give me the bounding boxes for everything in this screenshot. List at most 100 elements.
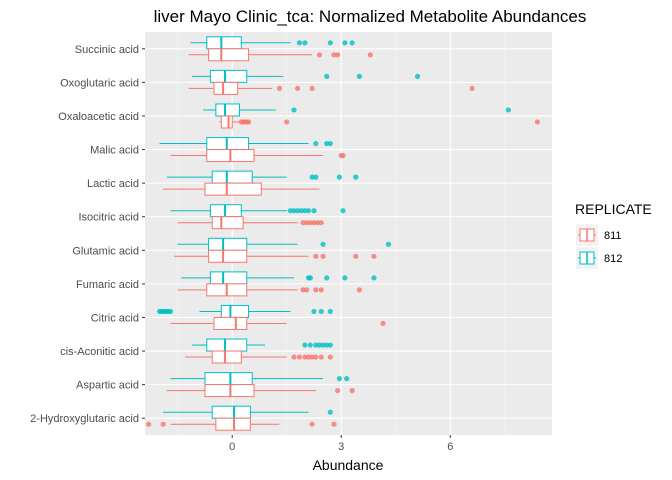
category-label: Oxaloacetic acid <box>58 111 139 123</box>
category-label: Glutamic acid <box>72 245 139 257</box>
outlier-point <box>318 220 324 226</box>
outlier-point <box>309 421 315 427</box>
category-label: Lactic acid <box>87 178 139 190</box>
outlier-point <box>167 308 174 315</box>
x-axis-title: Abundance <box>313 457 384 473</box>
outlier-point <box>327 409 333 415</box>
box-iqr <box>220 115 233 129</box>
x-axis-ticks: 0 3 6 <box>229 435 453 453</box>
outlier-point <box>304 220 310 226</box>
outlier-point <box>311 220 317 226</box>
outlier-point <box>327 40 333 46</box>
boxes <box>146 36 541 431</box>
outlier-point <box>534 119 541 125</box>
box-iqr <box>208 249 248 263</box>
outlier-point <box>320 241 326 247</box>
outlier-point <box>327 342 333 348</box>
outlier-point <box>291 208 297 214</box>
outlier-point <box>291 354 297 360</box>
legend: REPLICATE 811 812 <box>575 201 652 269</box>
outlier-point <box>324 275 330 281</box>
outlier-point <box>320 253 326 259</box>
outlier-point <box>316 342 323 348</box>
category-label: cis-Aconitic acid <box>60 346 139 358</box>
outlier-point <box>331 52 337 58</box>
outlier-point <box>309 85 315 91</box>
outlier-point <box>318 287 324 293</box>
outlier-point <box>336 376 343 382</box>
outlier-point <box>313 354 319 360</box>
outlier-point <box>356 287 363 293</box>
box-iqr <box>211 170 253 184</box>
outlier-point <box>313 140 319 147</box>
outlier-point <box>146 421 152 427</box>
outlier-point <box>245 119 252 125</box>
box-812 <box>159 137 333 151</box>
outlier-point <box>371 253 377 259</box>
outlier-point <box>160 421 166 427</box>
outlier-point <box>296 40 303 46</box>
x-tick-label: 0 <box>229 441 235 453</box>
outlier-point <box>331 421 337 427</box>
box-812 <box>170 204 346 218</box>
box-iqr <box>211 405 251 419</box>
outlier-point <box>340 208 346 214</box>
outlier-point <box>342 40 348 46</box>
outlier-point <box>295 208 301 214</box>
box-iqr <box>206 338 248 352</box>
box-iqr <box>213 316 248 330</box>
plot-panel <box>145 32 552 435</box>
outlier-point <box>505 107 511 113</box>
box-811 <box>177 216 324 230</box>
outlier-point <box>311 208 317 214</box>
outlier-point <box>313 253 319 259</box>
outlier-point <box>385 241 392 247</box>
outlier-point <box>327 354 333 360</box>
outlier-point <box>287 208 293 214</box>
outlier-point <box>284 119 290 125</box>
outlier-point <box>302 342 308 348</box>
box-811 <box>184 350 333 364</box>
outlier-point <box>318 354 324 360</box>
outlier-point <box>302 208 308 214</box>
box-iqr <box>204 182 262 196</box>
box-iqr <box>209 271 248 285</box>
outlier-point <box>324 140 330 147</box>
outlier-point <box>302 354 308 360</box>
box-812 <box>156 304 333 318</box>
outlier-point <box>334 52 341 58</box>
outlier-point <box>380 320 386 327</box>
box-iqr <box>211 216 244 230</box>
outlier-point <box>300 220 306 226</box>
box-811 <box>163 182 320 196</box>
box-iqr <box>206 36 242 50</box>
outlier-point <box>296 354 303 360</box>
box-iqr <box>220 304 250 318</box>
box-811 <box>188 81 475 95</box>
legend-title: REPLICATE <box>575 201 652 217</box>
category-label: Malic acid <box>90 145 139 157</box>
category-label: Aspartic acid <box>76 380 139 392</box>
outlier-point <box>349 40 355 46</box>
box-811 <box>177 283 363 297</box>
category-labels: Succinic acid Oxoglutaric acid Oxaloacetic… <box>30 44 145 425</box>
box-811 <box>146 417 337 431</box>
outlier-point <box>315 220 321 226</box>
outlier-point <box>307 220 313 226</box>
box-811 <box>219 115 541 129</box>
outlier-point <box>324 342 330 348</box>
outlier-point <box>356 73 363 79</box>
category-label: Succinic acid <box>75 44 139 56</box>
category-label: 2-Hydroxyglutaric acid <box>30 413 139 425</box>
outlier-point <box>318 308 324 315</box>
box-iqr <box>215 103 240 117</box>
legend-label-812: 812 <box>604 253 622 265</box>
outlier-point <box>313 174 319 180</box>
outlier-point <box>334 388 341 394</box>
box-iqr <box>208 237 248 251</box>
outlier-point <box>313 287 319 293</box>
outlier-point <box>300 287 306 293</box>
outlier-point <box>316 52 323 58</box>
outlier-point <box>295 85 301 91</box>
outlier-point <box>302 40 308 46</box>
